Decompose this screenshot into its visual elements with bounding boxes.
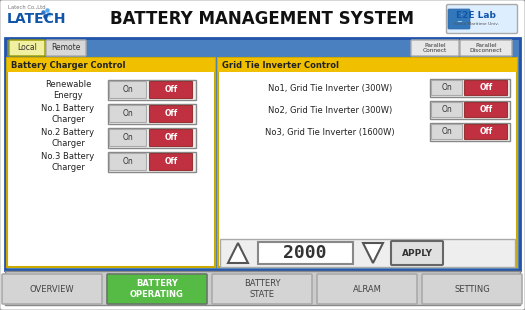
FancyBboxPatch shape — [422, 274, 522, 304]
FancyBboxPatch shape — [108, 128, 196, 148]
FancyBboxPatch shape — [150, 82, 193, 99]
Text: On: On — [442, 83, 453, 92]
FancyBboxPatch shape — [411, 40, 459, 56]
FancyBboxPatch shape — [430, 123, 510, 141]
FancyBboxPatch shape — [5, 38, 520, 270]
FancyBboxPatch shape — [220, 239, 515, 267]
Text: Renewable
Energy: Renewable Energy — [45, 80, 91, 100]
Text: OVERVIEW: OVERVIEW — [30, 285, 75, 294]
Text: On: On — [442, 127, 453, 136]
Text: No.3 Battery
Charger: No.3 Battery Charger — [41, 152, 94, 172]
FancyBboxPatch shape — [212, 274, 312, 304]
Text: Off: Off — [164, 157, 177, 166]
Text: Grid Tie Inverter Control: Grid Tie Inverter Control — [222, 60, 339, 69]
FancyBboxPatch shape — [448, 9, 470, 29]
Text: Off: Off — [164, 134, 177, 143]
FancyBboxPatch shape — [218, 58, 517, 72]
Text: Parallel
Connect: Parallel Connect — [423, 42, 447, 53]
FancyBboxPatch shape — [46, 40, 86, 56]
FancyBboxPatch shape — [110, 105, 146, 122]
Text: ~
~: ~ ~ — [456, 12, 462, 25]
Text: Off: Off — [164, 109, 177, 118]
FancyBboxPatch shape — [108, 152, 196, 172]
FancyBboxPatch shape — [446, 5, 518, 33]
FancyBboxPatch shape — [2, 274, 102, 304]
Polygon shape — [228, 243, 248, 263]
Text: Korea Maritime Univ.: Korea Maritime Univ. — [454, 22, 498, 26]
Text: 2000: 2000 — [284, 244, 327, 262]
Text: No2, Grid Tie Inverter (300W): No2, Grid Tie Inverter (300W) — [268, 105, 392, 114]
FancyBboxPatch shape — [258, 242, 353, 264]
Text: Local: Local — [17, 43, 37, 52]
Text: LATECH: LATECH — [7, 12, 67, 26]
Text: On: On — [442, 105, 453, 114]
Text: BATTERY
STATE: BATTERY STATE — [244, 279, 280, 299]
FancyBboxPatch shape — [7, 58, 215, 267]
FancyBboxPatch shape — [432, 125, 463, 140]
Text: Off: Off — [479, 127, 492, 136]
FancyBboxPatch shape — [150, 153, 193, 170]
FancyBboxPatch shape — [108, 104, 196, 124]
Polygon shape — [363, 243, 383, 263]
FancyBboxPatch shape — [5, 271, 520, 305]
FancyBboxPatch shape — [317, 274, 417, 304]
Text: On: On — [123, 109, 133, 118]
FancyBboxPatch shape — [465, 81, 508, 95]
Text: APPLY: APPLY — [402, 249, 433, 258]
Text: Off: Off — [164, 86, 177, 95]
Text: On: On — [123, 134, 133, 143]
Text: On: On — [123, 157, 133, 166]
Text: BATTERY MANAGEMENT SYSTEM: BATTERY MANAGEMENT SYSTEM — [110, 10, 414, 28]
Text: ALRAM: ALRAM — [353, 285, 382, 294]
FancyBboxPatch shape — [108, 80, 196, 100]
Text: No.1 Battery
Charger: No.1 Battery Charger — [41, 104, 94, 124]
FancyBboxPatch shape — [432, 103, 463, 117]
FancyBboxPatch shape — [465, 103, 508, 117]
Text: SETTING: SETTING — [454, 285, 490, 294]
FancyBboxPatch shape — [391, 241, 443, 265]
FancyBboxPatch shape — [110, 82, 146, 99]
FancyBboxPatch shape — [9, 40, 45, 56]
FancyBboxPatch shape — [150, 130, 193, 147]
Text: No.2 Battery
Charger: No.2 Battery Charger — [41, 128, 94, 148]
Text: Latech Co.,Ltd: Latech Co.,Ltd — [8, 5, 46, 10]
FancyBboxPatch shape — [430, 101, 510, 119]
Text: E2E Lab: E2E Lab — [456, 11, 496, 20]
FancyBboxPatch shape — [7, 58, 215, 72]
Text: No3, Grid Tie Inverter (1600W): No3, Grid Tie Inverter (1600W) — [265, 127, 395, 136]
Text: No1, Grid Tie Inverter (300W): No1, Grid Tie Inverter (300W) — [268, 83, 392, 92]
FancyBboxPatch shape — [110, 130, 146, 147]
FancyBboxPatch shape — [430, 79, 510, 97]
FancyBboxPatch shape — [432, 81, 463, 95]
Text: On: On — [123, 86, 133, 95]
Text: Off: Off — [479, 83, 492, 92]
Text: Off: Off — [479, 105, 492, 114]
FancyBboxPatch shape — [460, 40, 512, 56]
FancyBboxPatch shape — [110, 153, 146, 170]
Text: Battery Charger Control: Battery Charger Control — [11, 60, 125, 69]
FancyBboxPatch shape — [150, 105, 193, 122]
FancyBboxPatch shape — [218, 58, 517, 267]
FancyBboxPatch shape — [107, 274, 207, 304]
FancyBboxPatch shape — [465, 125, 508, 140]
Text: Parallel
Disconnect: Parallel Disconnect — [470, 42, 502, 53]
Text: BATTERY
OPERATING: BATTERY OPERATING — [130, 279, 184, 299]
Text: Remote: Remote — [51, 43, 81, 52]
